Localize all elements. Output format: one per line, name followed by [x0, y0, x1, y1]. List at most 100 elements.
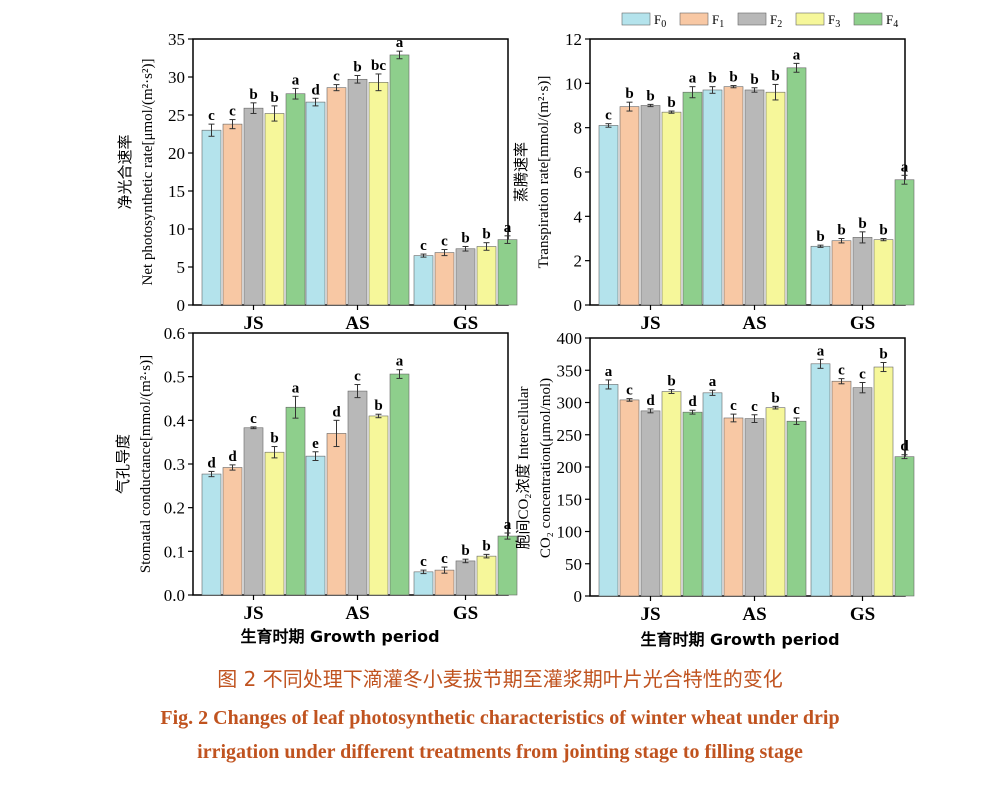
significance-letter: c	[605, 108, 612, 124]
y-tick-label: 0.5	[164, 368, 185, 387]
y-tick-label: 350	[557, 361, 583, 380]
bar	[347, 78, 368, 306]
significance-letter: b	[249, 87, 257, 103]
category-label: JS	[243, 313, 263, 334]
bar	[640, 410, 661, 597]
y-tick-label: 6	[574, 163, 583, 182]
legend-swatch	[679, 12, 709, 26]
category-label: AS	[345, 603, 369, 624]
intercellular-co2-chart: 胞间CO₂浓度 Intercellular CO₂ concentration(…	[515, 329, 915, 625]
y-tick-label: 400	[557, 329, 583, 348]
y-tick-label: 8	[574, 119, 583, 138]
significance-letter: b	[667, 374, 675, 390]
caption-en-line2: irrigation under different treatments fr…	[197, 741, 803, 763]
y-axis-label-en: Stomatal conductance[mmol/(m²·s)]	[138, 355, 154, 573]
y-tick-label: 30	[168, 68, 185, 87]
bar	[326, 87, 347, 306]
significance-letter: a	[709, 374, 717, 390]
significance-letter: c	[208, 108, 215, 124]
y-tick-label: 10	[565, 74, 582, 93]
significance-letter: b	[374, 398, 382, 414]
bar	[702, 392, 723, 597]
legend-swatch	[621, 12, 651, 26]
y-tick-label: 0.3	[164, 455, 185, 474]
bar	[389, 373, 410, 596]
y-tick-label: 4	[574, 207, 583, 226]
bar	[389, 54, 410, 306]
significance-letter: a	[396, 354, 404, 370]
y-tick-label: 2	[574, 252, 583, 271]
bar	[455, 560, 476, 596]
legend-label: F0	[654, 12, 666, 30]
bar	[285, 93, 306, 306]
bar	[434, 252, 455, 306]
category-label: GS	[453, 603, 478, 624]
significance-letter: bc	[371, 58, 386, 74]
x-axis-label-left: 生育时期 Growth period	[240, 627, 439, 646]
significance-letter: a	[689, 71, 697, 87]
legend-label: F1	[712, 12, 724, 30]
caption-cn: 图 2 不同处理下滴灌冬小麦拔节期至灌浆期叶片光合特性的变化	[217, 667, 782, 691]
bar	[264, 113, 285, 306]
significance-letter: b	[879, 347, 887, 363]
significance-letter: b	[708, 71, 716, 87]
significance-letter: b	[353, 59, 361, 75]
y-axis-label-en: Transpiration rate[mmol/(m²·s)]	[536, 76, 552, 269]
y-tick-label: 0.0	[164, 586, 185, 605]
significance-letter: a	[504, 517, 512, 533]
bar	[285, 406, 306, 596]
transpiration-rate-chart: 蒸腾速率 Transpiration rate[mmol/(m²·s)] 0 2 4…	[513, 30, 915, 334]
y-tick-label: 12	[565, 30, 582, 49]
significance-letter: b	[879, 223, 887, 239]
significance-letter: d	[207, 455, 216, 471]
legend-swatch	[853, 12, 883, 26]
significance-letter: a	[504, 220, 512, 236]
bar	[661, 391, 682, 597]
significance-letter: d	[332, 404, 341, 420]
significance-letter: d	[688, 394, 697, 410]
significance-letter: b	[667, 95, 675, 111]
y-tick-label: 300	[557, 394, 583, 413]
bar	[831, 240, 852, 306]
bar	[264, 451, 285, 596]
bar	[368, 415, 389, 596]
y-axis-label-cn: 蒸腾速率	[513, 142, 530, 202]
significance-letter: b	[482, 538, 490, 554]
significance-letter: d	[228, 449, 237, 465]
significance-letter: e	[312, 436, 319, 452]
category-label: JS	[640, 604, 660, 625]
legend-label: F4	[886, 12, 898, 30]
x-axis-label-right: 生育时期 Growth period	[640, 630, 839, 649]
significance-letter: c	[354, 369, 361, 385]
bar	[222, 123, 243, 306]
caption-en-line1: Fig. 2 Changes of leaf photosynthetic ch…	[160, 707, 839, 729]
bar	[305, 455, 326, 596]
y-tick-label: 200	[557, 458, 583, 477]
significance-letter: b	[771, 68, 779, 84]
bar	[894, 456, 915, 597]
significance-letter: b	[729, 70, 737, 86]
bar	[873, 239, 894, 306]
significance-letter: b	[750, 72, 758, 88]
category-label: AS	[742, 313, 766, 334]
bar	[598, 125, 619, 306]
significance-letter: d	[311, 82, 320, 98]
category-label: JS	[640, 313, 660, 334]
significance-letter: c	[793, 402, 800, 418]
significance-letter: c	[838, 363, 845, 379]
significance-letter: b	[461, 230, 469, 246]
bar	[894, 179, 915, 306]
bar	[201, 473, 222, 596]
y-tick-label: 100	[557, 523, 583, 542]
bar	[619, 106, 640, 306]
y-tick-label: 0.2	[164, 499, 185, 518]
bar	[765, 407, 786, 597]
y-tick-label: 15	[168, 182, 185, 201]
significance-letter: b	[646, 88, 654, 104]
bar	[723, 86, 744, 306]
bar	[744, 89, 765, 306]
significance-letter: c	[333, 69, 340, 85]
legend: F0 F1 F2 F3 F4	[621, 12, 898, 30]
y-axis-label-cn: 胞间CO₂浓度 Intercellular	[515, 386, 532, 549]
